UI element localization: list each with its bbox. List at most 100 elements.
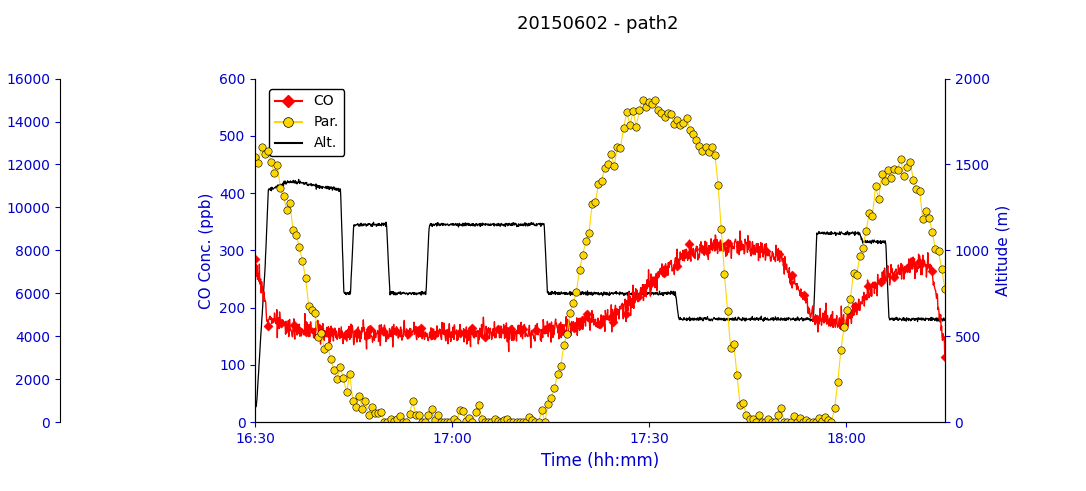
Point xyxy=(394,418,412,426)
Point xyxy=(328,375,345,383)
Point xyxy=(411,411,428,419)
Point xyxy=(375,327,392,335)
Point xyxy=(921,215,938,222)
Point xyxy=(336,331,353,339)
Point xyxy=(517,418,534,426)
Point xyxy=(845,270,862,277)
Point xyxy=(747,418,765,426)
Point xyxy=(785,412,803,420)
Point xyxy=(722,344,740,352)
Point xyxy=(914,215,932,223)
Point xyxy=(872,277,889,285)
Point xyxy=(783,272,800,279)
Point xyxy=(662,109,680,117)
Point xyxy=(886,165,904,173)
Point xyxy=(788,418,806,426)
Point xyxy=(757,247,774,255)
Point xyxy=(808,315,825,323)
Point xyxy=(666,120,683,128)
Point xyxy=(634,96,652,104)
Point xyxy=(615,124,632,132)
Point xyxy=(876,177,894,185)
Point xyxy=(303,306,320,314)
Point xyxy=(473,415,491,423)
Point xyxy=(334,374,352,382)
Point xyxy=(859,282,876,290)
Point xyxy=(895,172,912,180)
Point xyxy=(354,405,371,413)
Point xyxy=(800,418,818,426)
Point xyxy=(477,418,494,426)
Point xyxy=(885,273,902,281)
Point xyxy=(470,401,488,409)
Point xyxy=(732,242,749,250)
Point xyxy=(596,164,614,171)
Point xyxy=(832,346,849,354)
Point xyxy=(505,418,522,426)
Point xyxy=(480,418,497,426)
Point xyxy=(268,161,286,169)
Point xyxy=(414,418,431,426)
Point xyxy=(442,418,459,426)
Point xyxy=(489,325,506,332)
Point xyxy=(870,195,887,203)
Point xyxy=(810,414,828,422)
Point xyxy=(867,183,884,191)
Point xyxy=(331,363,349,371)
Y-axis label: CO Conc. (ppb): CO Conc. (ppb) xyxy=(199,192,214,309)
Point xyxy=(545,384,563,392)
Point xyxy=(555,341,572,349)
Point xyxy=(319,342,337,350)
Point xyxy=(804,418,821,426)
Point xyxy=(348,403,365,410)
Point xyxy=(821,317,838,325)
Point xyxy=(382,415,400,423)
Point xyxy=(646,96,664,104)
Point xyxy=(324,328,341,336)
Point xyxy=(603,150,620,158)
Point xyxy=(905,176,922,184)
Point xyxy=(608,143,626,151)
Point xyxy=(495,416,513,424)
Point xyxy=(426,416,443,424)
Point xyxy=(719,307,736,315)
Point xyxy=(694,147,711,155)
Point xyxy=(369,409,387,417)
Point xyxy=(592,320,609,328)
Point xyxy=(351,392,368,400)
Point xyxy=(285,226,302,234)
Point xyxy=(528,326,545,334)
Point xyxy=(579,310,596,318)
Point xyxy=(583,200,601,208)
Point xyxy=(770,249,787,257)
Point xyxy=(725,340,743,348)
Point xyxy=(684,130,702,138)
Point xyxy=(817,412,834,420)
Point xyxy=(422,405,440,413)
Y-axis label: Altitude (m): Altitude (m) xyxy=(995,205,1010,296)
Point xyxy=(285,321,302,328)
Point xyxy=(936,353,954,361)
Point xyxy=(498,415,516,423)
Point xyxy=(732,401,749,409)
Point xyxy=(366,409,383,417)
Point xyxy=(782,418,799,426)
Point xyxy=(404,397,421,405)
Point xyxy=(313,329,330,337)
Point xyxy=(703,143,720,151)
Point xyxy=(485,415,503,423)
Point xyxy=(792,413,809,421)
Point xyxy=(898,265,915,273)
Point xyxy=(769,411,786,419)
Point xyxy=(391,411,408,419)
Point xyxy=(706,242,723,249)
Point xyxy=(311,324,328,332)
Point xyxy=(253,143,270,151)
Point xyxy=(568,288,585,296)
Point xyxy=(630,293,647,301)
Point xyxy=(566,324,583,332)
Point xyxy=(681,240,698,247)
Point xyxy=(558,330,576,338)
Point xyxy=(341,370,358,378)
Point xyxy=(775,418,793,426)
